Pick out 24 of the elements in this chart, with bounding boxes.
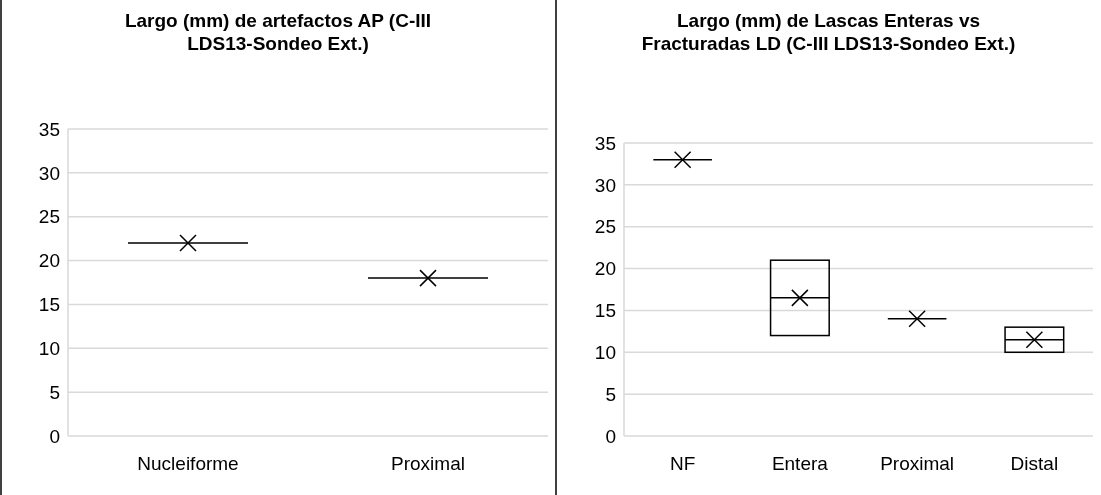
x-tick-label: Proximal [391, 453, 465, 474]
y-tick-label: 5 [49, 381, 60, 403]
y-tick-label: 25 [594, 216, 616, 238]
y-tick-label: 5 [605, 383, 616, 405]
chart-title: Largo (mm) de artefactos AP (C-III LDS13-Sondeo Ext.) [124, 10, 432, 54]
y-tick-label: 20 [38, 250, 60, 272]
y-tick-label: 0 [49, 425, 60, 447]
x-tick-label: Distal [1010, 453, 1059, 474]
y-tick-label: 30 [38, 162, 60, 184]
y-tick-label: 15 [38, 294, 60, 316]
y-tick-label: 10 [38, 337, 60, 359]
y-tick-label: 20 [594, 258, 616, 280]
y-tick-label: 30 [594, 174, 616, 196]
y-tick-label: 15 [594, 300, 616, 322]
x-tick-label: Entera [771, 453, 829, 474]
y-tick-label: 0 [605, 425, 616, 447]
y-tick-label: 10 [594, 341, 616, 363]
x-tick-label: Nucleiforme [137, 453, 239, 474]
x-tick-label: Proximal [880, 453, 955, 474]
y-tick-label: 35 [38, 118, 60, 140]
y-tick-label: 35 [594, 132, 616, 154]
chart-title: Largo (mm) de Lascas Enteras vs Fracturadas LD (C-III LDS13-Sondeo Ext.) [641, 10, 1016, 54]
y-tick-label: 25 [38, 206, 60, 228]
x-tick-label: NF [669, 453, 696, 474]
